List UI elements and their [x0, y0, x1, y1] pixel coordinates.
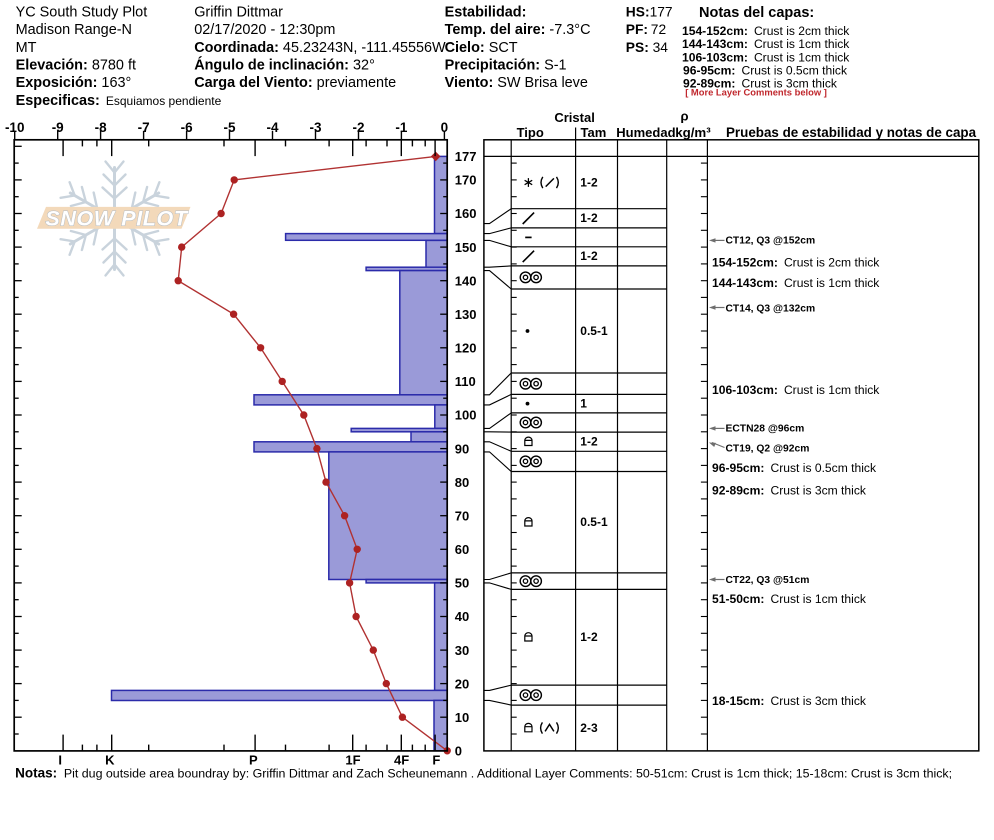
- svg-text:Tipo: Tipo: [517, 125, 544, 140]
- svg-text:140: 140: [455, 273, 477, 288]
- svg-text:1-2: 1-2: [580, 211, 598, 225]
- svg-text:1F: 1F: [345, 752, 360, 767]
- svg-text:-4: -4: [266, 120, 278, 135]
- svg-text:70: 70: [455, 508, 469, 523]
- svg-text:HS:177: HS:177: [626, 4, 673, 19]
- svg-text:2-3: 2-3: [580, 721, 598, 735]
- svg-text:YC South Study Plot: YC South Study Plot: [16, 4, 148, 20]
- svg-text:-3: -3: [309, 120, 321, 135]
- svg-text:4F: 4F: [394, 752, 409, 767]
- svg-text:-7: -7: [138, 120, 150, 135]
- svg-text:K: K: [105, 752, 115, 767]
- svg-text:170: 170: [455, 173, 477, 188]
- svg-text:Tam: Tam: [581, 125, 607, 140]
- svg-text:-9: -9: [52, 120, 64, 135]
- svg-text:Griffin Dittmar: Griffin Dittmar: [194, 4, 283, 20]
- svg-text:154-152cm: Crust is 2cm thick: 154-152cm: Crust is 2cm thick: [712, 255, 880, 269]
- svg-text:0: 0: [441, 120, 449, 135]
- svg-text:Madison Range-N: Madison Range-N: [16, 22, 132, 38]
- svg-text:CT19, Q2 @92cm: CT19, Q2 @92cm: [726, 444, 810, 455]
- svg-text:I: I: [58, 752, 62, 767]
- svg-text:90: 90: [455, 441, 469, 456]
- svg-text:80: 80: [455, 475, 469, 490]
- svg-text:Temp. del aire: -7.3°C: Temp. del aire: -7.3°C: [445, 22, 591, 38]
- svg-text:92-89cm: Crust is 3cm thick: 92-89cm: Crust is 3cm thick: [683, 77, 838, 91]
- svg-text:MT: MT: [16, 40, 37, 56]
- svg-text:Precipitación: S-1: Precipitación: S-1: [445, 58, 567, 74]
- svg-text:Especificas: Esquiamos pendien: Especificas: Esquiamos pendiente: [16, 93, 222, 109]
- svg-text:160: 160: [455, 206, 477, 221]
- svg-text:[ More Layer Comments below ]: [ More Layer Comments below ]: [685, 86, 827, 97]
- svg-text:0.5-1: 0.5-1: [580, 324, 608, 338]
- svg-text:144-143cm: Crust is 1cm thick: 144-143cm: Crust is 1cm thick: [682, 37, 850, 51]
- svg-text:-5: -5: [223, 120, 235, 135]
- svg-text:150: 150: [455, 240, 477, 255]
- svg-text:F: F: [432, 752, 440, 767]
- svg-text:60: 60: [455, 542, 469, 557]
- svg-text:Notas:: Notas:: [15, 766, 57, 781]
- svg-text:130: 130: [455, 307, 477, 322]
- svg-text:-10: -10: [5, 120, 25, 135]
- svg-text:110: 110: [455, 374, 476, 389]
- svg-text:30: 30: [455, 643, 469, 658]
- svg-text:96-95cm: Crust is 0.5cm thick: 96-95cm: Crust is 0.5cm thick: [683, 63, 848, 77]
- svg-text:Pit dug outside area boundray: Pit dug outside area boundray by: Griffi…: [64, 767, 952, 781]
- svg-text:SNOW PILOT: SNOW PILOT: [45, 207, 188, 231]
- svg-text:-1: -1: [395, 120, 407, 135]
- svg-text:CT14, Q3 @132cm: CT14, Q3 @132cm: [726, 303, 816, 314]
- svg-text:Ángulo de inclinación: 32°: Ángulo de inclinación: 32°: [194, 57, 375, 74]
- svg-text:177: 177: [455, 149, 477, 164]
- svg-text:1-2: 1-2: [580, 249, 598, 263]
- svg-text:1-2: 1-2: [580, 175, 598, 189]
- svg-text:Notas del capas:: Notas del capas:: [699, 5, 814, 21]
- svg-text:Carga del Viento: previamente: Carga del Viento: previamente: [194, 75, 396, 91]
- svg-text:100: 100: [455, 408, 477, 423]
- svg-text:Cielo: SCT: Cielo: SCT: [445, 40, 518, 56]
- svg-text:ECTN28 @96cm: ECTN28 @96cm: [726, 424, 805, 435]
- svg-text:ρ: ρ: [680, 109, 688, 124]
- svg-text:40: 40: [455, 609, 469, 624]
- svg-text:kg/m³: kg/m³: [675, 125, 711, 140]
- svg-text:Coordinada: 45.23243N, -111.: Coordinada: 45.23243N, -111.45556W: [194, 40, 446, 56]
- svg-text:1-2: 1-2: [580, 630, 598, 644]
- svg-text:PF: 72: PF: 72: [626, 22, 666, 37]
- svg-text:CT12, Q3 @152cm: CT12, Q3 @152cm: [726, 235, 816, 246]
- svg-text:20: 20: [455, 676, 469, 691]
- svg-text:Elevación: 8780 ft: Elevación: 8780 ft: [16, 58, 136, 74]
- svg-text:106-103cm: Crust is 1cm thick: 106-103cm: Crust is 1cm thick: [682, 50, 850, 64]
- svg-text:-8: -8: [95, 120, 107, 135]
- svg-text:51-50cm: Crust is 1cm thick: 51-50cm: Crust is 1cm thick: [712, 592, 867, 606]
- svg-text:144-143cm: Crust is 1cm thick: 144-143cm: Crust is 1cm thick: [712, 276, 880, 290]
- svg-text:CT22, Q3 @51cm: CT22, Q3 @51cm: [726, 575, 810, 586]
- svg-text:-2: -2: [352, 120, 364, 135]
- svg-text:18-15cm: Crust is 3cm thick: 18-15cm: Crust is 3cm thick: [712, 694, 867, 708]
- svg-text:1-2: 1-2: [580, 435, 598, 449]
- svg-text:120: 120: [455, 341, 477, 356]
- svg-text:1: 1: [580, 397, 587, 411]
- svg-text:Viento: SW Brisa leve: Viento: SW Brisa leve: [445, 75, 588, 91]
- svg-text:P: P: [249, 752, 258, 767]
- svg-text:96-95cm: Crust is 0.5cm thick: 96-95cm: Crust is 0.5cm thick: [712, 461, 877, 475]
- svg-text:Cristal: Cristal: [554, 110, 594, 125]
- svg-text:0: 0: [455, 744, 462, 759]
- svg-text:Estabilidad:: Estabilidad:: [445, 4, 527, 20]
- svg-text:50: 50: [455, 576, 469, 591]
- svg-text:0.5-1: 0.5-1: [580, 515, 608, 529]
- svg-text:-6: -6: [181, 120, 193, 135]
- svg-text:10: 10: [455, 710, 469, 725]
- svg-text:92-89cm: Crust is 3cm thick: 92-89cm: Crust is 3cm thick: [712, 484, 867, 498]
- svg-text:Exposición: 163°: Exposición: 163°: [16, 75, 132, 91]
- svg-text:Humedad: Humedad: [616, 125, 675, 140]
- svg-text:02/17/2020 - 12:30pm: 02/17/2020 - 12:30pm: [194, 22, 335, 38]
- svg-text:Pruebas de estabilidad y notas: Pruebas de estabilidad y notas de capa: [726, 125, 977, 140]
- svg-text:154-152cm: Crust is 2cm thick: 154-152cm: Crust is 2cm thick: [682, 24, 850, 38]
- svg-text:PS: 34: PS: 34: [626, 40, 669, 55]
- svg-text:106-103cm: Crust is 1cm thick: 106-103cm: Crust is 1cm thick: [712, 383, 880, 397]
